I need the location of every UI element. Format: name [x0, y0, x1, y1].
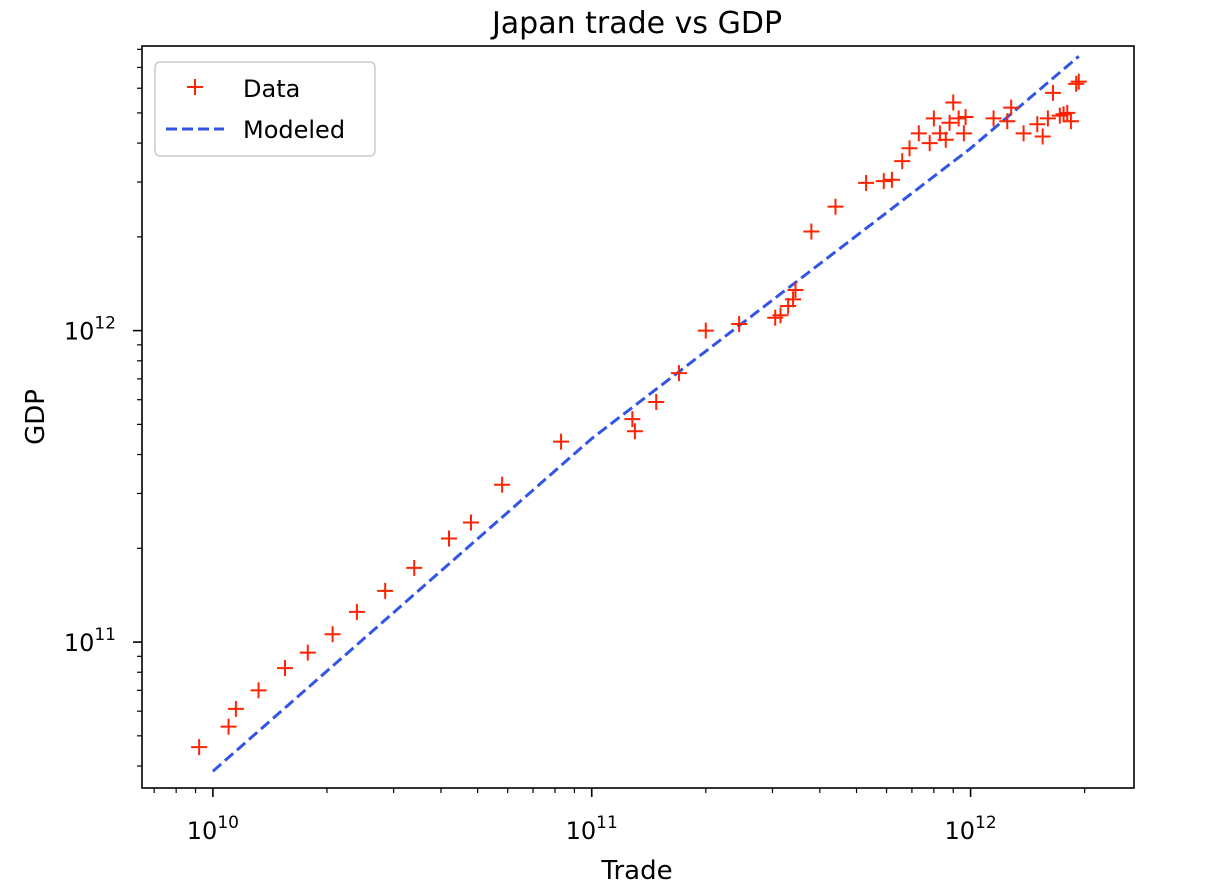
data-point: [626, 423, 643, 440]
data-point: [937, 131, 954, 148]
data-point: [803, 223, 820, 240]
data-point: [1015, 125, 1032, 142]
data-point: [985, 110, 1002, 127]
data-point: [276, 660, 293, 677]
data-point: [553, 433, 570, 450]
x-axis-ticks: 1010 1011 1012: [153, 788, 1086, 845]
data-point: [1051, 107, 1068, 124]
data-point: [494, 476, 511, 493]
data-point: [462, 514, 479, 531]
data-point: [648, 393, 665, 410]
data-point: [324, 626, 341, 643]
data-point: [1062, 113, 1079, 130]
data-point: [787, 282, 804, 299]
data-point: [894, 153, 911, 170]
data-point: [406, 559, 423, 576]
data-point: [1044, 84, 1061, 101]
data-point: [1029, 116, 1046, 133]
data-point: [220, 718, 237, 735]
legend-label-data: Data: [243, 75, 300, 103]
data-point: [1070, 73, 1087, 90]
data-point: [921, 135, 938, 152]
data-point: [925, 110, 942, 127]
data-point: [950, 110, 967, 127]
data-point: [772, 307, 789, 324]
data-point: [624, 411, 641, 428]
data-point: [827, 198, 844, 215]
data-point: [941, 114, 958, 131]
data-point: [883, 171, 900, 188]
data-point: [901, 140, 918, 157]
data-point: [697, 322, 714, 339]
data-point: [377, 582, 394, 599]
data-point: [785, 291, 802, 308]
data-point: [1059, 104, 1076, 121]
data-point: [1068, 75, 1085, 92]
data-point: [671, 365, 688, 382]
data-point: [910, 125, 927, 142]
plot-area: [141, 45, 1135, 789]
data-point: [250, 682, 267, 699]
chart-title: Japan trade vs GDP: [490, 6, 782, 41]
modeled-line: [211, 55, 1080, 773]
data-point: [299, 644, 316, 661]
data-point: [440, 530, 457, 547]
data-point: [1003, 99, 1020, 116]
legend-plus-marker: [187, 79, 203, 95]
data-point: [348, 603, 365, 620]
data-point: [999, 113, 1016, 130]
legend-data-marker: [187, 79, 203, 95]
data-point: [955, 125, 972, 142]
data-point: [191, 739, 208, 756]
y-tick-label: 1011: [64, 625, 116, 657]
series-layer: [191, 55, 1087, 773]
x-axis-label: Trade: [600, 856, 672, 886]
data-point: [731, 316, 748, 333]
x-tick-label: 1010: [187, 813, 239, 845]
data-point: [1034, 128, 1051, 145]
data-point: [227, 700, 244, 717]
x-tick-label: 1011: [566, 813, 618, 845]
data-point: [1055, 106, 1072, 123]
y-axis-label: GDP: [21, 389, 51, 445]
data-point: [858, 174, 875, 191]
data-point: [957, 109, 974, 126]
data-point: [875, 173, 892, 190]
data-point: [1039, 110, 1056, 127]
legend-box: [154, 61, 376, 157]
x-tick-label: 1012: [944, 813, 996, 845]
legend: Data Modeled: [154, 61, 376, 157]
legend-label-modeled: Modeled: [243, 116, 345, 144]
y-tick-label: 1012: [64, 314, 116, 346]
y-axis-ticks: 1011 1012: [64, 48, 142, 767]
data-point: [945, 94, 962, 111]
